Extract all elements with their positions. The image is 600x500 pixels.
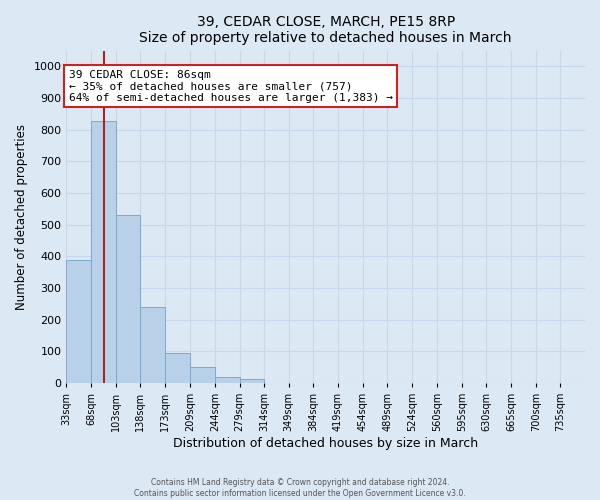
Bar <box>239 378 264 383</box>
X-axis label: Distribution of detached houses by size in March: Distribution of detached houses by size … <box>173 437 478 450</box>
Text: Contains HM Land Registry data © Crown copyright and database right 2024.
Contai: Contains HM Land Registry data © Crown c… <box>134 478 466 498</box>
Bar <box>165 353 190 383</box>
Bar <box>91 121 116 383</box>
Y-axis label: Number of detached properties: Number of detached properties <box>15 124 28 310</box>
Bar <box>215 376 239 383</box>
Bar <box>190 366 215 383</box>
Bar <box>140 307 165 383</box>
Text: 39 CEDAR CLOSE: 86sqm
← 35% of detached houses are smaller (757)
64% of semi-det: 39 CEDAR CLOSE: 86sqm ← 35% of detached … <box>68 70 392 102</box>
Bar <box>116 215 140 383</box>
Title: 39, CEDAR CLOSE, MARCH, PE15 8RP
Size of property relative to detached houses in: 39, CEDAR CLOSE, MARCH, PE15 8RP Size of… <box>139 15 512 45</box>
Bar <box>67 260 91 383</box>
